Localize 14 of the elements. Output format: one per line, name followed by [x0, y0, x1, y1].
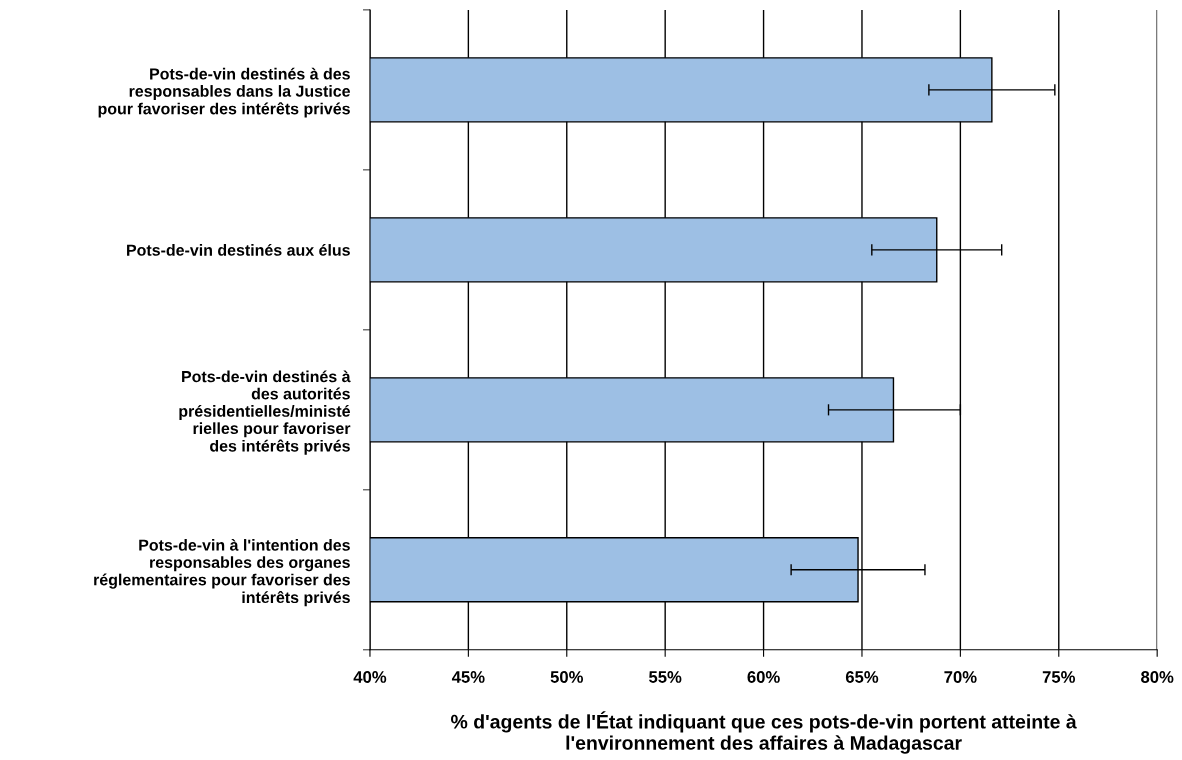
x-tick-label: 55% [649, 671, 682, 683]
x-axis-title: % d'agents de l'État indiquant que ces pots-de-vin portent atteinte à l'environnement des affaires à Madagascar [451, 711, 1077, 754]
x-tick-label: 50% [550, 671, 584, 683]
x-tick-label: 45% [451, 671, 485, 683]
x-tick-label: 75% [1042, 671, 1076, 683]
y-tick-label: Pots-de-vin à l'intention des responsables des organes réglementaires pour favoriser des intérêts privés [94, 538, 350, 607]
y-tick-label: Pots-de-vin destinés à des autorités présidentielles/ministé rielles pour favoriser des intérêts privés [179, 370, 351, 455]
y-tick-label: Pots-de-vin destinés aux élus [127, 243, 350, 256]
x-tick-label: 60% [747, 671, 780, 683]
y-tick-label: Pots-de-vin destinés à des responsables dans la Justice pour favoriser des intérêts privés [98, 67, 350, 118]
x-tick-label: 70% [944, 671, 977, 683]
x-tick-label: 80% [1141, 671, 1174, 683]
x-tick-label: 65% [845, 671, 879, 683]
x-tick-label: 40% [353, 671, 387, 683]
